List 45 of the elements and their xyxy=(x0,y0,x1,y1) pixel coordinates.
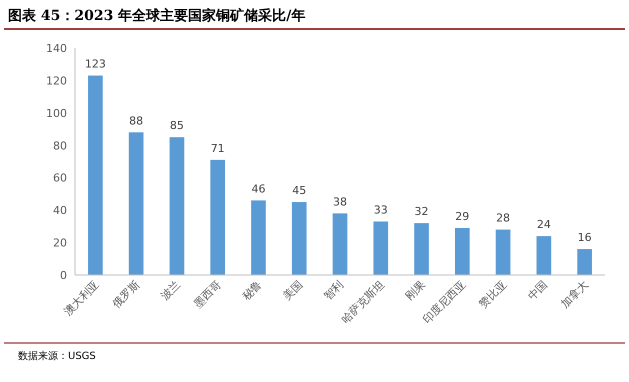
data-label: 33 xyxy=(374,203,388,216)
bar xyxy=(128,132,144,275)
data-label: 85 xyxy=(170,119,184,132)
bar xyxy=(373,221,388,275)
data-label: 16 xyxy=(578,231,592,244)
y-tick-label: 40 xyxy=(53,204,67,218)
bar xyxy=(170,137,184,275)
x-tick-label: 加拿大 xyxy=(558,278,591,310)
x-tick-label: 波兰 xyxy=(158,278,184,303)
x-tick-label: 美国 xyxy=(280,278,306,303)
data-label: 45 xyxy=(292,184,306,198)
bar xyxy=(577,249,592,275)
y-tick-label: 60 xyxy=(53,172,67,185)
chart-title: 图表 45：2023 年全球主要国家铜矿储采比/年 xyxy=(8,7,306,24)
bar xyxy=(88,76,103,275)
y-tick-label: 140 xyxy=(46,42,67,55)
x-tick-label: 秘鲁 xyxy=(240,278,265,303)
bar xyxy=(496,230,510,275)
bar xyxy=(210,160,226,275)
data-label: 24 xyxy=(536,218,551,232)
x-tick-label: 俄罗斯 xyxy=(110,278,142,310)
bar xyxy=(454,228,470,275)
data-label: 28 xyxy=(496,212,510,225)
y-tick-label: 20 xyxy=(53,236,67,250)
data-label: 88 xyxy=(129,114,144,128)
data-label: 29 xyxy=(455,210,470,223)
data-label: 32 xyxy=(414,205,429,218)
y-tick-label: 120 xyxy=(46,74,67,88)
bar xyxy=(414,223,429,275)
data-label: 46 xyxy=(251,182,266,196)
x-tick-label: 刚果 xyxy=(402,278,428,303)
data-label: 71 xyxy=(210,142,225,155)
x-tick-label: 智利 xyxy=(321,278,346,303)
x-tick-label: 中国 xyxy=(525,278,550,303)
bar xyxy=(251,200,266,275)
data-label: 123 xyxy=(84,58,106,71)
source-note: 数据来源：USGS xyxy=(18,350,96,362)
data-label: 38 xyxy=(333,195,347,208)
y-tick-label: 100 xyxy=(46,106,67,120)
bar xyxy=(536,236,552,275)
x-tick-label: 墨西哥 xyxy=(191,278,224,310)
bar xyxy=(332,213,348,275)
x-tick-label: 赞比亚 xyxy=(476,278,510,310)
bar xyxy=(292,202,307,275)
y-tick-label: 80 xyxy=(53,139,67,152)
